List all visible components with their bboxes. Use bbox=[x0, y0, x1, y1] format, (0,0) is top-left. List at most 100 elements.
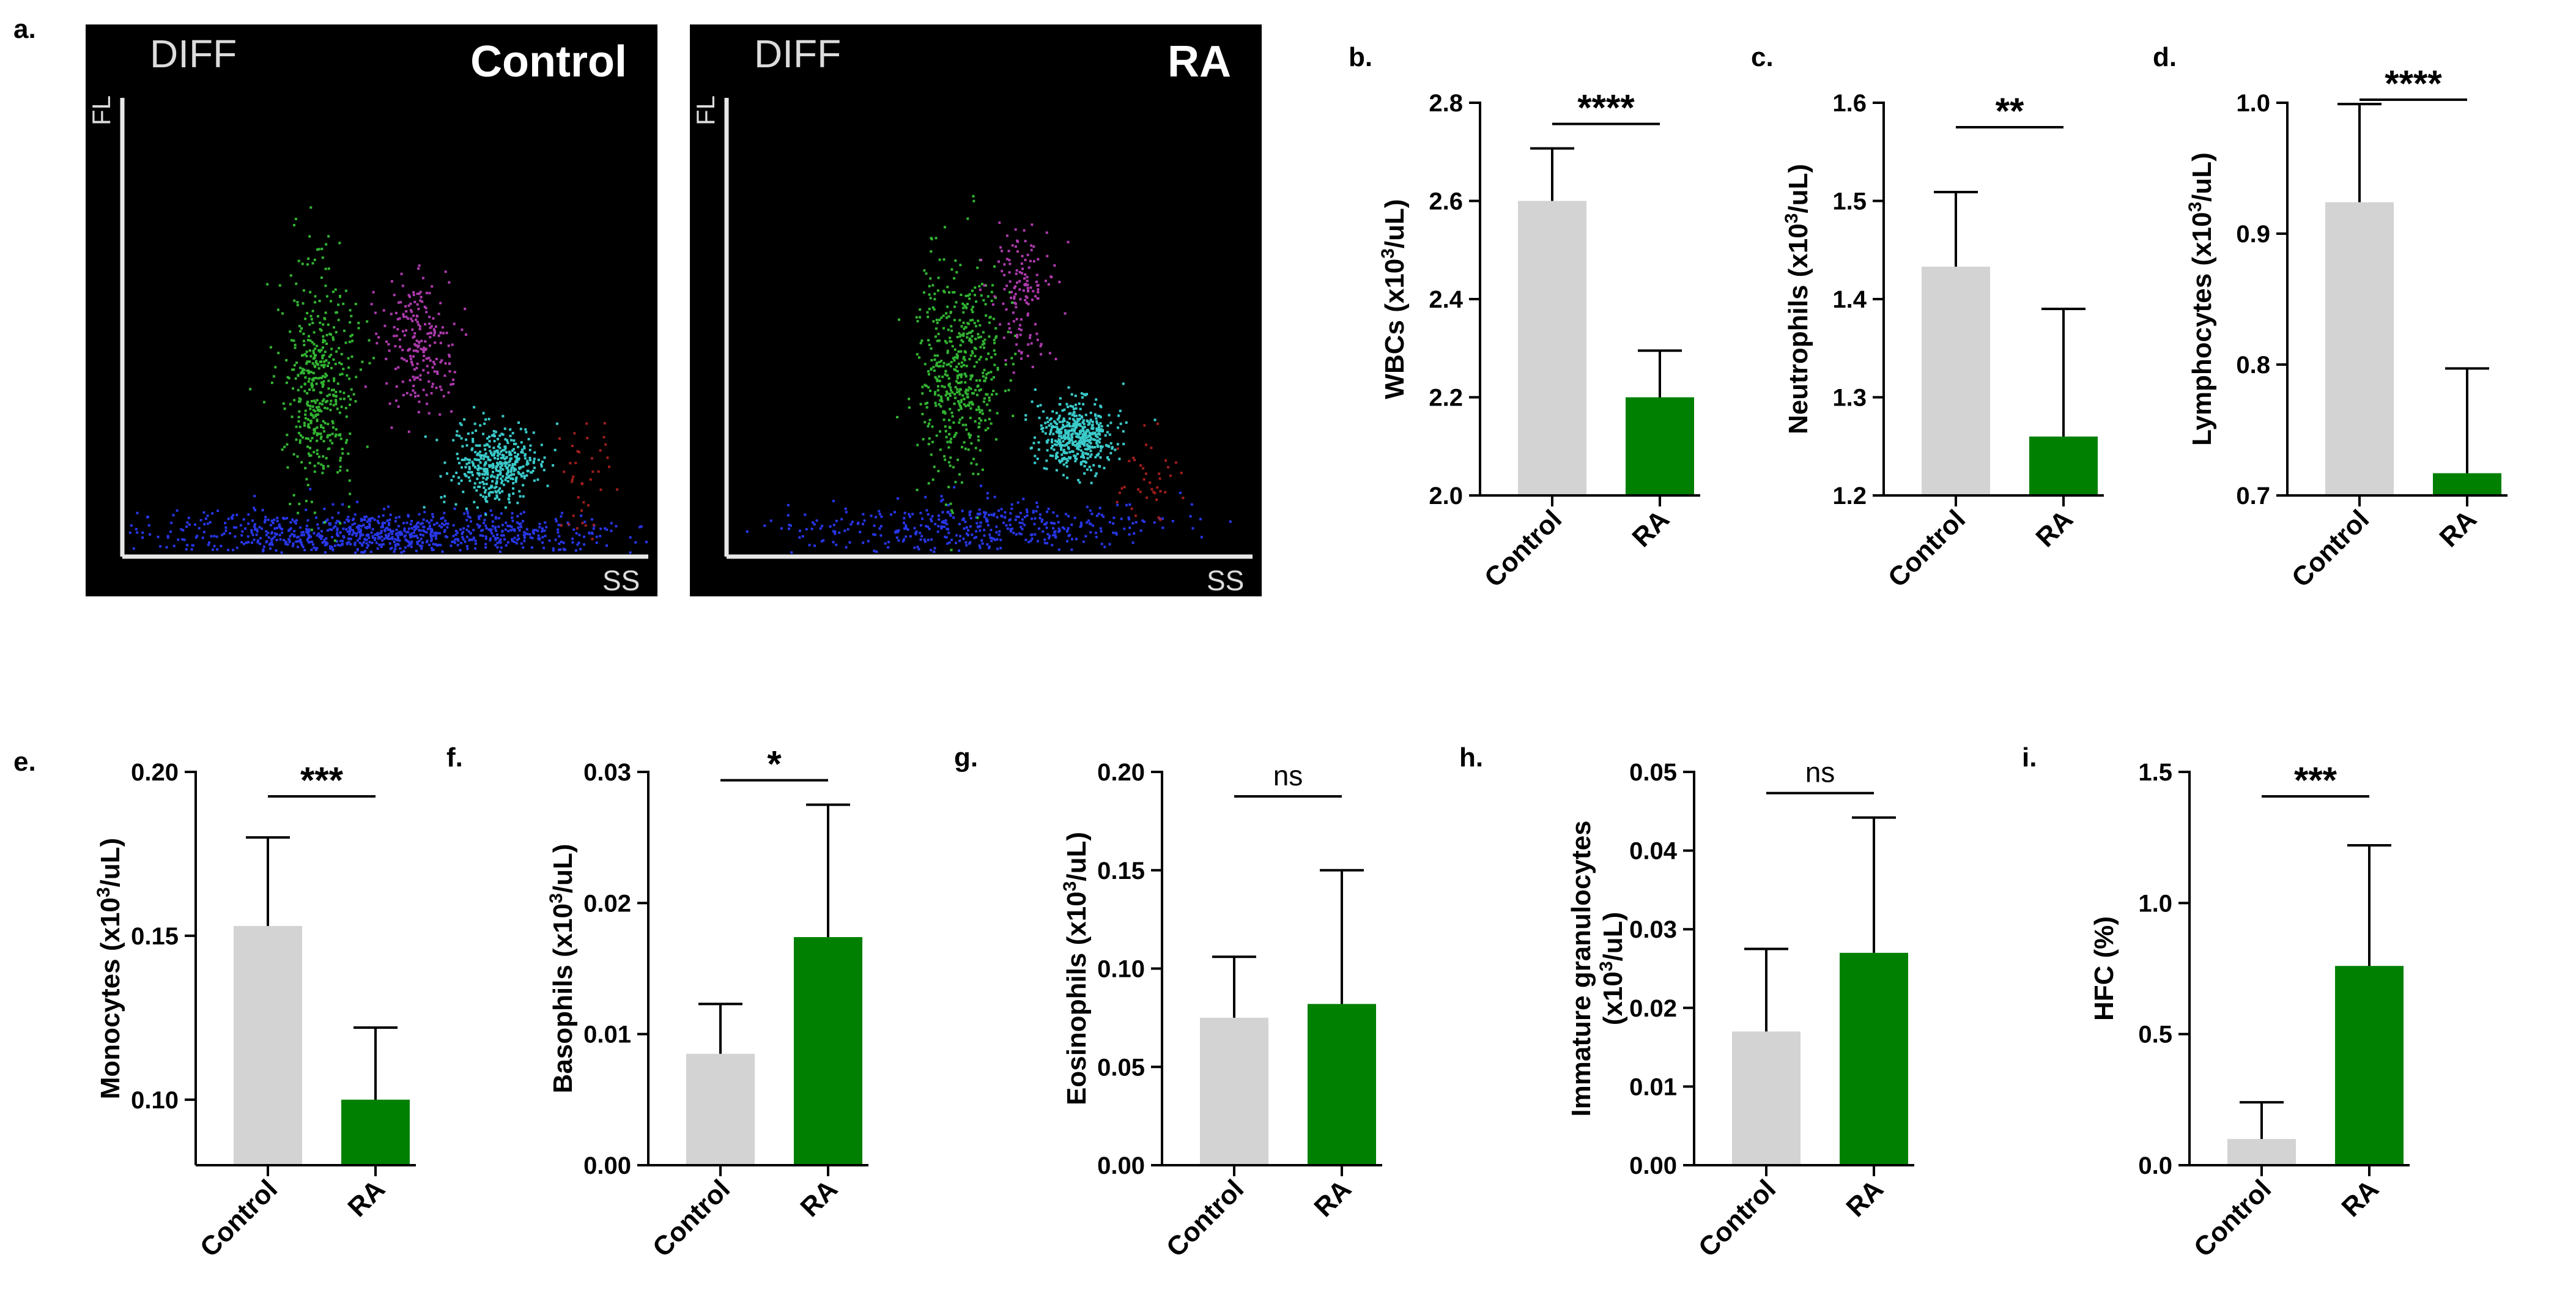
panel-label-d: d. bbox=[2153, 42, 2177, 72]
bar-control bbox=[1200, 1017, 1268, 1165]
bar-ra bbox=[1626, 397, 1694, 495]
x-tick-label: RA bbox=[1626, 504, 1675, 553]
y-tick-label: 0.01 bbox=[583, 1021, 631, 1048]
x-tick-label: Control bbox=[2188, 1174, 2277, 1262]
y-tick-label: 0.00 bbox=[583, 1152, 631, 1179]
y-tick-label: 0.15 bbox=[1097, 858, 1145, 884]
scatter-panel-ra: DIFF RA FL SS bbox=[690, 24, 1262, 596]
significance-label: ns bbox=[1273, 760, 1303, 791]
bar-ra bbox=[2029, 436, 2098, 495]
y-tick-label: 1.5 bbox=[2138, 759, 2172, 786]
y-tick-label: 1.0 bbox=[2236, 90, 2270, 117]
bar-chart-e: e. Control RA 0.10 0.15 0.20 Monocytes (x103/u… bbox=[13, 747, 416, 1263]
y-tick-label: 0.0 bbox=[2138, 1152, 2172, 1179]
y-tick-label: 0.00 bbox=[1629, 1152, 1677, 1179]
x-tick-label: RA bbox=[2030, 504, 2079, 553]
x-tick-label: RA bbox=[794, 1174, 843, 1223]
x-tick-label: Control bbox=[1161, 1174, 1249, 1262]
y-tick-label: 2.4 bbox=[1429, 286, 1463, 313]
y-tick-label: 0.8 bbox=[2236, 352, 2270, 379]
scatter-background bbox=[690, 24, 1262, 596]
panel-label-f: f. bbox=[446, 743, 463, 773]
bar-control bbox=[1922, 267, 1990, 495]
scatter-x-axis-label: SS bbox=[1207, 565, 1244, 596]
panel-label-b: b. bbox=[1349, 42, 1372, 72]
x-tick-label: Control bbox=[1693, 1174, 1782, 1262]
x-tick-label: Control bbox=[647, 1174, 736, 1262]
significance-label: * bbox=[767, 744, 782, 785]
y-axis-label: Lymphocytes (x103/uL) bbox=[2185, 152, 2217, 446]
bar-chart-d: d. Control RA 0.7 0.8 0.9 1.0 Lymphocytes (x103… bbox=[2153, 42, 2508, 593]
y-tick-label: 1.3 bbox=[1832, 385, 1867, 412]
scatter-group-label: RA bbox=[1168, 37, 1231, 86]
panel-label-a: a. bbox=[13, 14, 36, 44]
y-tick-label: 0.03 bbox=[583, 759, 631, 786]
y-tick-label: 0.9 bbox=[2236, 221, 2270, 248]
y-tick-label: 1.6 bbox=[1832, 90, 1867, 117]
scatter-y-axis-label: FL bbox=[87, 95, 116, 125]
bar-control bbox=[1518, 201, 1586, 495]
panel-label-e: e. bbox=[13, 747, 36, 777]
bar-chart-h: h. Control RA 0.00 0.01 0.02 0.03 0.04 0.05 Immat… bbox=[1459, 743, 1914, 1263]
y-tick-label: 0.7 bbox=[2236, 483, 2270, 510]
bar-chart-b: b. Control RA 2.0 2.2 2.4 2.6 2.8 WBCs (x103/uL)… bbox=[1349, 42, 1700, 593]
y-tick-label: 0.05 bbox=[1629, 759, 1677, 786]
y-axis-label-line1: Immature granulocytes bbox=[1566, 820, 1596, 1116]
bar-control bbox=[2325, 202, 2394, 495]
bar-chart-g: g. Control RA 0.00 0.05 0.10 0.15 0.20 Eosinophi… bbox=[954, 743, 1382, 1263]
scatter-x-axis-label: SS bbox=[602, 565, 640, 596]
y-tick-label: 0.10 bbox=[1097, 956, 1145, 983]
y-tick-label: 0.00 bbox=[1097, 1152, 1145, 1179]
bar-ra bbox=[1840, 952, 1908, 1165]
bar-ra bbox=[2433, 473, 2501, 495]
significance-label: *** bbox=[2294, 760, 2337, 801]
bar-ra bbox=[2335, 966, 2404, 1165]
scatter-population bbox=[128, 487, 648, 554]
y-axis-label: HFC (%) bbox=[2089, 916, 2119, 1021]
y-axis-label: (x103/uL) bbox=[1596, 912, 1628, 1025]
significance-label: ** bbox=[1996, 91, 2024, 132]
bar-control bbox=[234, 925, 302, 1165]
scatter-y-axis-label: FL bbox=[691, 95, 720, 125]
y-axis-label: Neutrophils (x103/uL) bbox=[1782, 164, 1813, 434]
scatter-panel-control: DIFF Control FL SS bbox=[86, 24, 657, 596]
y-axis-label: WBCs (x103/uL) bbox=[1378, 199, 1410, 399]
x-tick-label: RA bbox=[342, 1174, 391, 1223]
x-tick-label: Control bbox=[194, 1174, 283, 1262]
y-tick-label: 1.5 bbox=[1832, 188, 1867, 215]
y-axis-label: Eosinophils (x103/uL) bbox=[1060, 832, 1092, 1105]
y-tick-label: 2.8 bbox=[1429, 90, 1463, 117]
scatter-background bbox=[86, 24, 657, 596]
x-tick-label: Control bbox=[1882, 504, 1971, 593]
y-axis-label: Basophils (x103/uL) bbox=[546, 844, 578, 1094]
significance-label: *** bbox=[300, 760, 344, 801]
x-tick-label: RA bbox=[1308, 1174, 1357, 1223]
panel-label-i: i. bbox=[2022, 743, 2037, 773]
scatter-group-label: Control bbox=[470, 37, 627, 86]
bar-control bbox=[1732, 1031, 1801, 1165]
y-tick-label: 0.5 bbox=[2138, 1021, 2172, 1048]
scatter-title: DIFF bbox=[150, 32, 237, 76]
x-tick-label: RA bbox=[2434, 504, 2482, 553]
y-tick-label: 0.15 bbox=[131, 923, 179, 950]
y-tick-label: 0.10 bbox=[131, 1087, 179, 1114]
scatter-population bbox=[364, 264, 467, 433]
y-tick-label: 2.2 bbox=[1429, 385, 1463, 412]
y-tick-label: 1.2 bbox=[1832, 483, 1867, 510]
significance-label: **** bbox=[2385, 63, 2442, 104]
bar-ra bbox=[1308, 1004, 1376, 1165]
panel-label-c: c. bbox=[1751, 42, 1774, 72]
bar-control bbox=[686, 1053, 755, 1165]
y-tick-label: 2.6 bbox=[1429, 188, 1463, 215]
y-tick-label: 0.04 bbox=[1629, 838, 1678, 865]
x-tick-label: RA bbox=[2336, 1174, 2385, 1223]
bar-chart-f: f. Control RA 0.00 0.01 0.02 0.03 Basophils (x1… bbox=[446, 743, 868, 1263]
bar-ra bbox=[794, 937, 862, 1165]
y-tick-label: 0.03 bbox=[1629, 916, 1677, 943]
panel-label-g: g. bbox=[954, 743, 978, 773]
bar-control bbox=[2227, 1139, 2296, 1165]
y-tick-label: 0.05 bbox=[1097, 1054, 1145, 1081]
panel-label-h: h. bbox=[1459, 743, 1483, 773]
bar-ra bbox=[341, 1099, 410, 1165]
